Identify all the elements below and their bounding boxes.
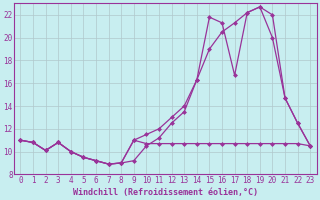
- X-axis label: Windchill (Refroidissement éolien,°C): Windchill (Refroidissement éolien,°C): [73, 188, 258, 197]
